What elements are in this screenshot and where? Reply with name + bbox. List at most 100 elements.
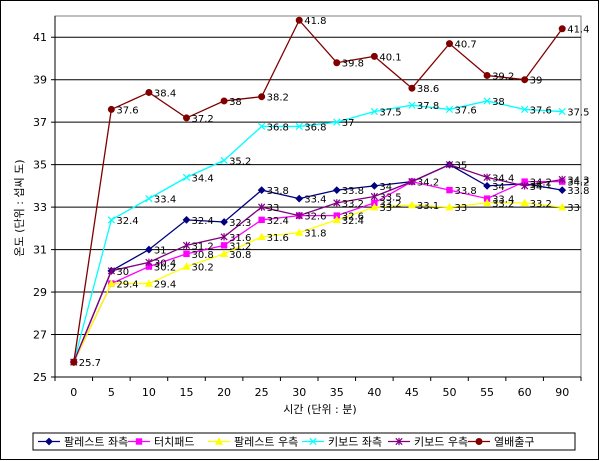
data-point [107, 279, 116, 287]
data-point [408, 84, 416, 92]
data-point [220, 242, 228, 249]
legend-marker [214, 437, 224, 445]
data-label: 31.6 [229, 233, 251, 244]
legend-label: 팔레스트 우측 [234, 436, 298, 449]
data-point [220, 233, 228, 241]
x-tick-label: 10 [142, 386, 156, 399]
legend-marker [309, 437, 317, 446]
data-label: 30.4 [154, 258, 176, 269]
data-point [183, 114, 190, 122]
data-label: 37.2 [192, 114, 214, 125]
x-tick-label: 45 [405, 386, 419, 399]
data-point [408, 101, 416, 109]
data-point [408, 177, 416, 186]
x-tick-label: 35 [330, 386, 344, 399]
legend-item: 터치패드 [128, 436, 194, 449]
data-point [333, 59, 341, 67]
y-tick-label: 33 [33, 201, 47, 214]
data-point [521, 182, 529, 190]
y-tick-label: 35 [33, 159, 47, 172]
y-tick-label: 27 [33, 329, 47, 342]
series-line [73, 163, 563, 363]
data-point [145, 194, 153, 203]
data-point [370, 107, 378, 116]
x-tick-label: 20 [217, 386, 231, 399]
data-point [332, 186, 341, 195]
data-label: 33 [455, 203, 468, 214]
x-tick-label: 90 [555, 386, 569, 399]
data-point [145, 88, 153, 96]
legend-marker [45, 437, 53, 446]
data-point [145, 258, 153, 267]
x-tick-label: 25 [255, 386, 269, 399]
data-label: 37.5 [567, 108, 589, 119]
data-label: 34 [492, 182, 505, 193]
series-line [73, 100, 563, 363]
data-point [558, 175, 566, 184]
series-line [73, 163, 563, 363]
x-tick-label: 40 [367, 386, 381, 399]
data-label: 37.6 [530, 105, 552, 116]
x-tick-label: 60 [518, 386, 532, 399]
data-label: 32.6 [304, 212, 326, 223]
legend-item: 키보드 우측 [388, 436, 468, 449]
legend-label: 키보드 우측 [414, 436, 468, 449]
data-point [295, 228, 304, 236]
data-label: 32.4 [192, 216, 214, 227]
data-point [483, 173, 491, 182]
data-label: 39.8 [342, 59, 364, 70]
data-label: 38 [229, 97, 242, 108]
legend-label: 열배출구 [494, 436, 534, 449]
legend-marker [135, 438, 143, 445]
data-point [144, 279, 153, 287]
data-label: 34.2 [530, 178, 552, 189]
x-tick-label: 15 [180, 386, 194, 399]
data-point [445, 160, 454, 169]
data-label: 33.2 [492, 199, 514, 210]
data-label: 33.2 [530, 199, 552, 210]
data-label: 34 [379, 182, 392, 193]
data-point [258, 122, 266, 131]
data-label: 35 [455, 161, 468, 172]
data-label: 30.8 [192, 250, 214, 261]
data-label: 33.2 [379, 199, 401, 210]
data-label: 40.1 [379, 52, 401, 63]
legend-item: 열배출구 [468, 436, 534, 449]
data-label: 37.8 [417, 101, 439, 112]
data-label: 34.4 [192, 173, 214, 184]
legend: 팔레스트 좌측 터치패드 팔레스트 우측 키보드 좌측 키보드 우측 열배출구 [32, 432, 576, 451]
data-label: 33.4 [492, 195, 514, 206]
data-point [70, 358, 78, 366]
data-point [258, 216, 265, 224]
data-point [182, 215, 191, 224]
x-tick-label: 55 [480, 386, 494, 399]
legend-marker [395, 437, 403, 446]
data-label: 37.6 [455, 105, 477, 116]
data-label: 31 [154, 246, 167, 257]
data-label: 30 [116, 267, 129, 278]
legend-item: 팔레스트 좌측 [38, 436, 128, 449]
data-label: 37 [342, 118, 355, 129]
axis-layer: 25 27 29 31 33 35 37 39 41 0 5 10 15 20 25 30 35 40 45 50 55… [33, 16, 582, 399]
y-tick-label: 29 [33, 286, 47, 299]
data-point [295, 122, 303, 131]
data-point [258, 93, 266, 101]
data-label: 37.5 [379, 108, 401, 119]
data-label: 32.3 [229, 218, 251, 229]
data-label: 32.4 [342, 216, 364, 227]
data-label: 39.2 [492, 71, 514, 82]
data-point [220, 156, 228, 165]
data-label: 33.8 [455, 186, 477, 197]
data-label: 33 [567, 203, 580, 214]
data-label: 41.8 [304, 16, 326, 27]
data-label: 29.4 [154, 280, 176, 291]
legend-marker [475, 438, 483, 445]
data-point [107, 216, 115, 224]
data-label: 30.8 [229, 250, 251, 261]
data-point [182, 241, 191, 250]
data-point [483, 97, 491, 105]
data-label: 31.8 [304, 229, 326, 240]
data-point [407, 200, 416, 209]
data-label: 36.8 [304, 122, 326, 133]
